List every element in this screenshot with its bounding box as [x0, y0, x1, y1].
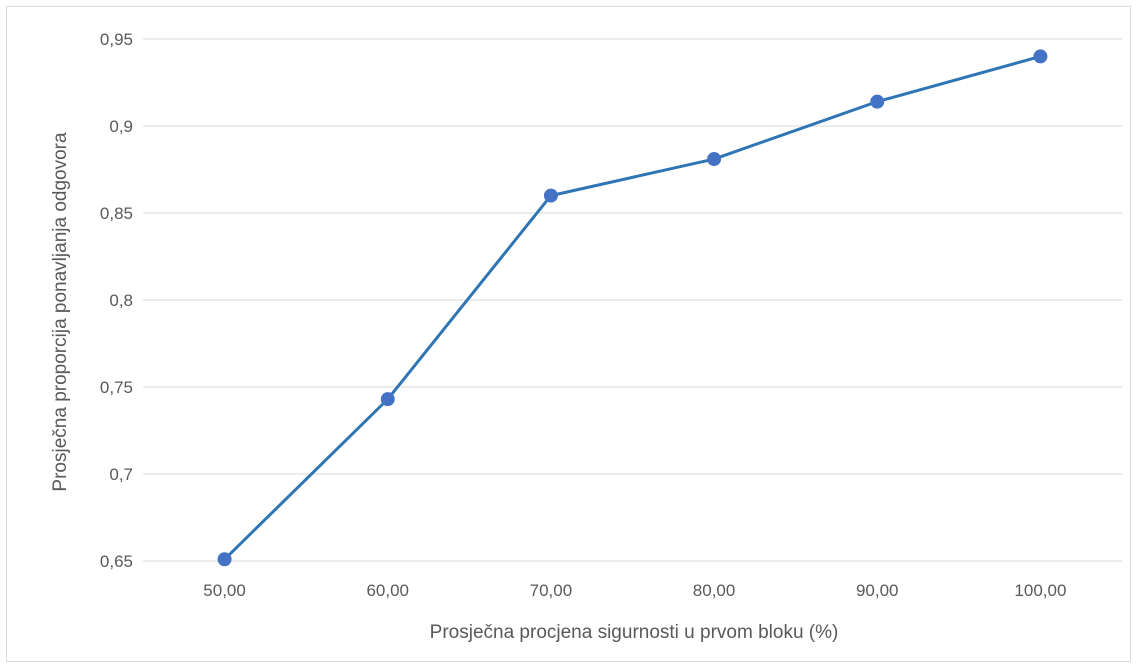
data-point — [707, 152, 722, 167]
x-tick-label: 90,00 — [856, 581, 899, 600]
y-tick-labels: 0,65 0,7 0,75 0,8 0,85 0,9 0,95 — [100, 30, 133, 571]
data-point — [380, 392, 395, 407]
data-point — [543, 188, 558, 203]
y-axis-title: Prosječna proporcija ponavljanja odgovor… — [50, 132, 71, 492]
x-tick-label: 70,00 — [530, 581, 573, 600]
x-tick-labels: 50,00 60,00 70,00 80,00 90,00 100,00 — [203, 581, 1066, 600]
x-tick-label: 100,00 — [1014, 581, 1066, 600]
x-tick-label: 50,00 — [203, 581, 246, 600]
y-tick-label: 0,8 — [109, 291, 133, 310]
data-point — [217, 552, 232, 567]
y-tick-label: 0,95 — [100, 30, 133, 49]
y-tick-label: 0,85 — [100, 204, 133, 223]
gridlines — [143, 38, 1122, 562]
series — [217, 49, 1048, 567]
x-tick-label: 60,00 — [366, 581, 409, 600]
y-tick-label: 0,9 — [109, 117, 133, 136]
x-tick-label: 80,00 — [693, 581, 736, 600]
y-tick-label: 0,7 — [109, 465, 133, 484]
y-tick-label: 0,75 — [100, 378, 133, 397]
data-point — [1033, 49, 1048, 64]
series-line — [223, 54, 1041, 561]
chart-frame — [6, 6, 1131, 662]
y-tick-label: 0,65 — [100, 552, 133, 571]
data-point — [870, 94, 885, 109]
x-axis-title: Prosječna procjena sigurnosti u prvom bl… — [430, 622, 839, 643]
